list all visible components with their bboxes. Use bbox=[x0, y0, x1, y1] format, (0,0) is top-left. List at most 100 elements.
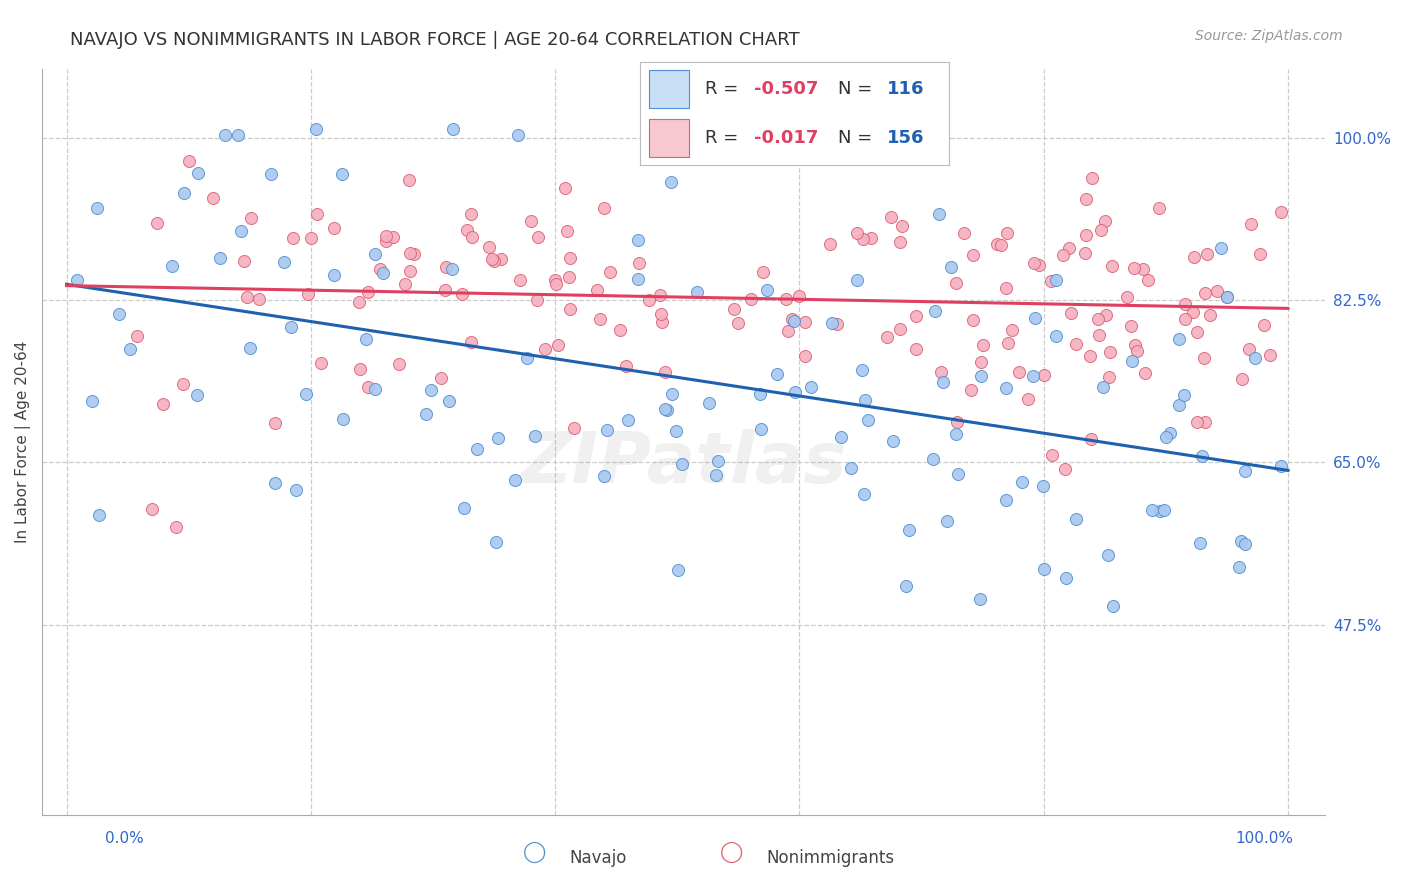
Point bbox=[596, 424, 619, 438]
Point bbox=[775, 292, 797, 306]
Point bbox=[839, 461, 862, 475]
Point bbox=[509, 273, 531, 287]
Point bbox=[1087, 312, 1109, 326]
Point bbox=[226, 128, 249, 143]
Point bbox=[589, 312, 612, 326]
Point bbox=[1173, 312, 1195, 326]
Point bbox=[374, 234, 396, 248]
Point bbox=[1001, 323, 1024, 337]
Text: ZIPatlas: ZIPatlas bbox=[520, 429, 846, 499]
Point bbox=[364, 382, 387, 396]
Point bbox=[481, 252, 503, 266]
Point bbox=[922, 452, 945, 467]
Point bbox=[434, 283, 457, 297]
Point bbox=[1045, 328, 1067, 343]
Point bbox=[177, 154, 200, 169]
Point bbox=[896, 579, 918, 593]
Point bbox=[434, 260, 457, 274]
Point bbox=[946, 415, 969, 429]
Point bbox=[554, 181, 576, 195]
Point bbox=[1032, 478, 1054, 492]
Point bbox=[666, 563, 689, 577]
Point bbox=[437, 393, 460, 408]
Point bbox=[465, 442, 488, 456]
Point bbox=[846, 273, 869, 287]
Point bbox=[1074, 192, 1097, 206]
Point bbox=[323, 268, 346, 282]
Point bbox=[1123, 337, 1146, 351]
Point bbox=[946, 467, 969, 482]
Point bbox=[399, 246, 422, 260]
Point bbox=[727, 316, 749, 330]
Point bbox=[1126, 343, 1149, 358]
Point bbox=[486, 432, 509, 446]
Text: -0.017: -0.017 bbox=[754, 128, 818, 147]
Point bbox=[1154, 430, 1177, 444]
Text: ◯: ◯ bbox=[720, 842, 742, 863]
Point bbox=[707, 453, 730, 467]
Point bbox=[1137, 273, 1160, 287]
Point bbox=[558, 301, 581, 316]
Point bbox=[233, 254, 256, 268]
Point bbox=[585, 283, 607, 297]
Point bbox=[1017, 392, 1039, 407]
Point bbox=[592, 469, 614, 483]
Point bbox=[357, 380, 380, 394]
Point bbox=[141, 501, 163, 516]
Point bbox=[749, 387, 772, 401]
Y-axis label: In Labor Force | Age 20-64: In Labor Force | Age 20-64 bbox=[15, 341, 31, 542]
Point bbox=[1094, 308, 1116, 322]
Point bbox=[66, 273, 89, 287]
Point bbox=[661, 175, 683, 189]
Point bbox=[783, 385, 806, 400]
Point bbox=[1102, 599, 1125, 614]
Point bbox=[905, 310, 928, 324]
Point bbox=[1191, 449, 1213, 463]
Point bbox=[1168, 332, 1191, 346]
Point bbox=[309, 356, 332, 370]
Point bbox=[508, 128, 530, 143]
Point bbox=[1078, 349, 1101, 363]
Point bbox=[995, 281, 1018, 295]
Point bbox=[86, 201, 108, 215]
Point bbox=[1140, 502, 1163, 516]
Point bbox=[562, 421, 585, 435]
Point bbox=[80, 394, 103, 409]
Point bbox=[1244, 351, 1267, 365]
Point bbox=[932, 375, 955, 389]
Point bbox=[560, 251, 582, 265]
Point bbox=[1216, 290, 1239, 304]
Point bbox=[939, 260, 962, 274]
Text: R =: R = bbox=[704, 79, 744, 97]
Text: ◯: ◯ bbox=[523, 842, 546, 863]
Point bbox=[547, 337, 569, 351]
Point bbox=[970, 368, 993, 383]
Point bbox=[1024, 311, 1046, 326]
Point bbox=[297, 287, 319, 301]
Point bbox=[236, 290, 259, 304]
Point bbox=[1032, 368, 1054, 383]
Point bbox=[398, 264, 420, 278]
Point bbox=[880, 210, 903, 224]
Point bbox=[202, 191, 225, 205]
Point bbox=[651, 315, 673, 329]
Point bbox=[160, 259, 183, 273]
Point bbox=[186, 387, 208, 401]
Point bbox=[440, 261, 463, 276]
Point bbox=[429, 371, 451, 385]
Point bbox=[1064, 512, 1087, 526]
Point bbox=[962, 313, 984, 327]
Text: Navajo: Navajo bbox=[569, 849, 627, 867]
Point bbox=[661, 387, 683, 401]
Point bbox=[986, 236, 1008, 251]
Point bbox=[1045, 273, 1067, 287]
Point bbox=[260, 167, 283, 181]
Point bbox=[897, 523, 920, 537]
Point bbox=[876, 330, 898, 344]
Point bbox=[456, 223, 478, 237]
Point bbox=[929, 365, 952, 379]
Point bbox=[1258, 347, 1281, 361]
Point bbox=[519, 214, 541, 228]
Point bbox=[1211, 241, 1233, 255]
Point bbox=[1192, 351, 1215, 365]
